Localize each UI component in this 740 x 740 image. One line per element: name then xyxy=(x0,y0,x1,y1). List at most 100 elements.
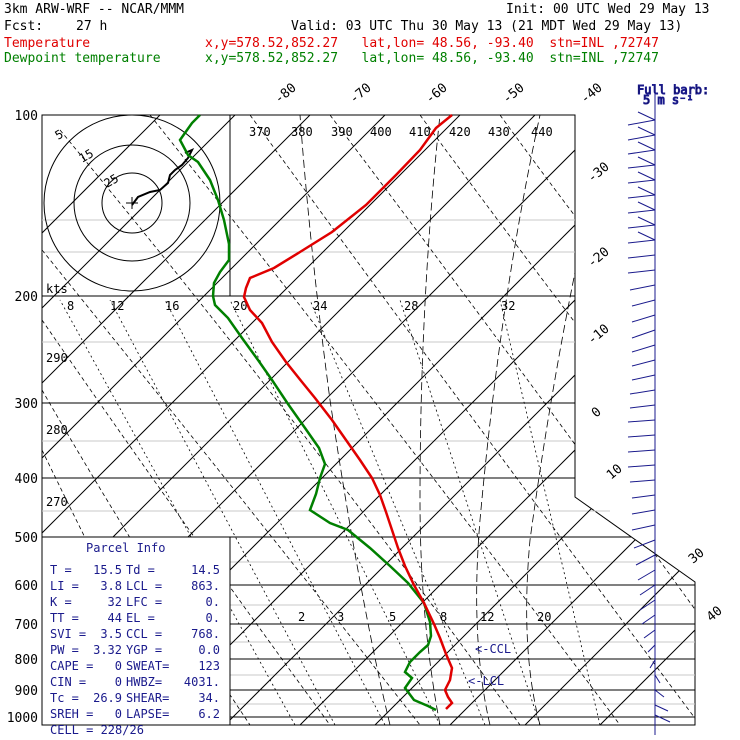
isotherm-label: -30 xyxy=(585,159,613,186)
mixing-ratio-label: 3 xyxy=(337,610,344,624)
mixing-ratio-label: 12 xyxy=(110,299,124,313)
isotherm-label: -60 xyxy=(423,80,451,107)
parcel-value: 32 xyxy=(108,595,122,609)
mixing-ratio-label: 8 xyxy=(440,610,447,624)
parcel-value: 123 xyxy=(198,659,220,673)
mixing-ratio-label: 20 xyxy=(537,610,551,624)
parcel-key: PW = xyxy=(50,643,79,657)
theta-label: 400 xyxy=(370,125,392,139)
pressure-label-800: 800 xyxy=(15,653,38,668)
pressure-label-300: 300 xyxy=(15,397,38,412)
parcel-value: 863. xyxy=(191,579,220,593)
pressure-label-200: 200 xyxy=(15,290,38,305)
isotherm-label: 0 xyxy=(589,405,605,422)
dewpoint-location: x,y=578.52,852.27 lat,lon= 48.56, -93.40… xyxy=(205,51,659,66)
mixing-ratio-label: 2 xyxy=(298,610,305,624)
pressure-label-1000: 1000 xyxy=(7,711,38,726)
theta-labels: 370 380 390 400 410 420 430 440 290 280 … xyxy=(46,125,553,509)
hodo-units-label: kts xyxy=(46,282,68,296)
parcel-info-panel: Parcel Info T = 15.5 Td = 14.5 LI = 3.8 … xyxy=(41,536,231,737)
hodo-ring-label: 25 xyxy=(102,171,122,190)
theta-label: 290 xyxy=(46,351,68,365)
parcel-value: 15.5 xyxy=(93,563,122,577)
parcel-info-row: CAPE = 0 SWEAT= 123 xyxy=(50,659,220,673)
dewpoint-legend: Dewpoint temperature xyxy=(4,51,161,66)
pressure-label-100: 100 xyxy=(15,109,38,124)
parcel-key: CAPE = xyxy=(50,659,93,673)
mixing-ratio-label: 24 xyxy=(313,299,327,313)
parcel-key: Tc = xyxy=(50,691,79,705)
init-time: Init: 00 UTC Wed 29 May 13 xyxy=(506,2,710,17)
temperature-location: x,y=578.52,852.27 lat,lon= 48.56, -93.40… xyxy=(205,36,659,51)
parcel-info-row: SVI = 3.5 CCL = 768. xyxy=(50,627,220,641)
theta-label: 280 xyxy=(46,423,68,437)
isotherm-label: -40 xyxy=(578,80,606,107)
mixing-ratio-labels: 8 12 16 20 24 28 32 2 3 5 8 12 20 xyxy=(67,299,551,624)
ccl-label: <-CCL xyxy=(475,642,511,656)
theta-label: 390 xyxy=(331,125,353,139)
parcel-info-row: T = 15.5 Td = 14.5 xyxy=(50,563,220,577)
parcel-value: 768. xyxy=(191,627,220,641)
mixing-ratio-label: 28 xyxy=(404,299,418,313)
hodo-ring-label: 15 xyxy=(77,146,97,165)
parcel-info-row: SREH = 0 LAPSE= 6.2 xyxy=(50,707,220,721)
parcel-value: 0 xyxy=(115,675,122,689)
parcel-key: T = xyxy=(50,563,72,577)
parcel-key: HWBZ= xyxy=(126,675,162,689)
isotherm-label: -10 xyxy=(585,321,613,348)
hodo-ring xyxy=(101,172,163,234)
hodograph-trace xyxy=(131,148,195,206)
parcel-info-row: PW = 3.32 YGP = 0.0 xyxy=(50,643,220,657)
parcel-value: 14.5 xyxy=(191,563,220,577)
temperature-trace xyxy=(242,114,454,710)
parcel-value: 3.8 xyxy=(100,579,122,593)
barb-legend-line2: 5 m s⁻¹ xyxy=(643,93,694,107)
hodo-ring-label: 5 xyxy=(53,127,66,143)
isotherm-label: -50 xyxy=(500,80,528,107)
parcel-info-row: CIN = 0 HWBZ= 4031. xyxy=(50,675,220,689)
mixing-ratio-label: 5 xyxy=(389,610,396,624)
isotherm-label: 30 xyxy=(686,546,708,568)
isotherms xyxy=(42,115,695,725)
theta-label: 370 xyxy=(249,125,271,139)
parcel-value: 3.5 xyxy=(100,627,122,641)
pressure-label-600: 600 xyxy=(15,579,38,594)
parcel-info-row: Tc = 26.9 SHEAR= 34. xyxy=(50,691,220,705)
parcel-value: 44 xyxy=(108,611,122,625)
pressure-labels: 100 200 300 400 500 600 700 800 900 1000 xyxy=(7,109,38,726)
mixing-ratio-label: 16 xyxy=(165,299,179,313)
pressure-label-700: 700 xyxy=(15,618,38,633)
parcel-value: 3.32 xyxy=(93,643,122,657)
dewpoint-trace xyxy=(178,114,437,712)
pressure-label-500: 500 xyxy=(15,531,38,546)
theta-label: 410 xyxy=(409,125,431,139)
pressure-label-900: 900 xyxy=(15,684,38,699)
theta-label: 430 xyxy=(488,125,510,139)
mixing-ratio-label: 12 xyxy=(480,610,494,624)
model-title: 3km ARW-WRF -- NCAR/MMM xyxy=(4,2,185,17)
theta-label: 420 xyxy=(449,125,471,139)
parcel-info-title: Parcel Info xyxy=(86,541,165,555)
hodo-ring xyxy=(73,144,191,262)
parcel-key: CIN = xyxy=(50,675,86,689)
parcel-key: SHEAR= xyxy=(126,691,169,705)
parcel-cell: CELL = 228/26 xyxy=(50,723,144,737)
theta-label: 440 xyxy=(531,125,553,139)
parcel-key: SWEAT= xyxy=(126,659,169,673)
temperature-legend: Temperature xyxy=(4,36,91,51)
barb-legend-line1: Full barb: xyxy=(637,83,709,97)
mixing-ratio-label: 8 xyxy=(67,299,74,313)
pressure-label-400: 400 xyxy=(15,472,38,487)
parcel-key: LCL = xyxy=(126,579,162,593)
parcel-value: 0 xyxy=(115,707,122,721)
parcel-key: LAPSE= xyxy=(126,707,169,721)
parcel-value: 0. xyxy=(206,595,220,609)
parcel-key: LFC = xyxy=(126,595,162,609)
parcel-key: Td = xyxy=(126,563,155,577)
forecast-label: Fcst: xyxy=(4,19,44,34)
parcel-value: 34. xyxy=(198,691,220,705)
parcel-key: LI = xyxy=(50,579,79,593)
parcel-key: EL = xyxy=(126,611,155,625)
parcel-key: SVI = xyxy=(50,627,86,641)
